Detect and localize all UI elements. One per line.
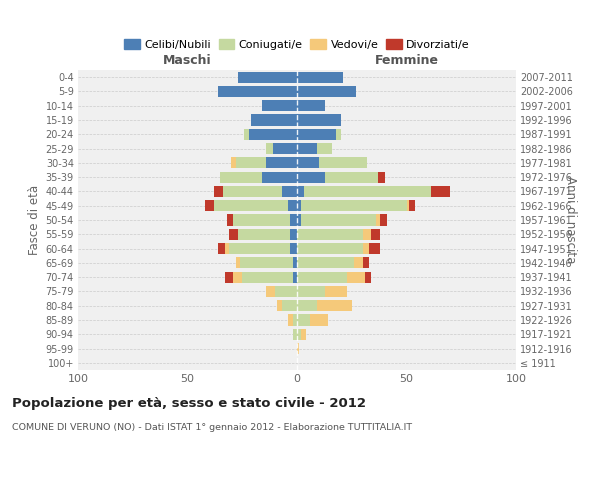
Bar (225, 272, 233, 282)
Bar (297, 343, 299, 354)
Bar (205, 200, 214, 211)
Bar (304, 186, 431, 197)
Bar (297, 214, 301, 226)
Bar (431, 186, 451, 197)
Bar (380, 214, 387, 226)
Bar (266, 143, 273, 154)
Bar (297, 100, 325, 112)
Bar (225, 243, 229, 254)
Bar (325, 172, 378, 182)
Text: Popolazione per età, sesso e stato civile - 2012: Popolazione per età, sesso e stato civil… (12, 398, 366, 410)
Bar (297, 72, 343, 83)
Text: COMUNE DI VERUNO (NO) - Dati ISTAT 1° gennaio 2012 - Elaborazione TUTTITALIA.IT: COMUNE DI VERUNO (NO) - Dati ISTAT 1° ge… (12, 422, 412, 432)
Bar (229, 243, 290, 254)
Bar (319, 158, 367, 168)
Bar (371, 228, 380, 240)
Bar (238, 228, 290, 240)
Bar (297, 272, 347, 282)
Bar (310, 314, 328, 326)
Bar (223, 186, 281, 197)
Bar (297, 143, 317, 154)
Bar (218, 243, 225, 254)
Bar (297, 243, 363, 254)
Bar (288, 314, 293, 326)
Bar (297, 258, 354, 268)
Bar (273, 143, 297, 154)
Bar (325, 286, 347, 297)
Bar (266, 286, 275, 297)
Bar (249, 128, 297, 140)
Bar (337, 128, 341, 140)
Bar (262, 172, 297, 182)
Bar (297, 328, 301, 340)
Bar (363, 258, 369, 268)
Bar (297, 186, 304, 197)
Bar (277, 300, 281, 312)
Bar (288, 200, 297, 211)
Bar (363, 243, 369, 254)
Bar (233, 214, 290, 226)
Bar (218, 86, 297, 97)
Bar (293, 328, 297, 340)
Bar (297, 172, 325, 182)
Y-axis label: Fasce di età: Fasce di età (28, 185, 41, 255)
Bar (251, 114, 297, 126)
Bar (297, 286, 325, 297)
Bar (281, 300, 297, 312)
Bar (281, 186, 297, 197)
Bar (290, 228, 297, 240)
Bar (297, 314, 310, 326)
Bar (214, 200, 288, 211)
Bar (244, 128, 249, 140)
Bar (297, 228, 363, 240)
Bar (242, 272, 293, 282)
Bar (275, 286, 297, 297)
Bar (297, 86, 356, 97)
Bar (214, 186, 223, 197)
Text: Maschi: Maschi (163, 54, 212, 67)
Bar (369, 243, 380, 254)
Bar (229, 228, 238, 240)
Bar (233, 272, 242, 282)
Bar (240, 258, 293, 268)
Bar (297, 128, 337, 140)
Bar (227, 214, 233, 226)
Bar (293, 272, 297, 282)
Bar (301, 328, 306, 340)
Bar (378, 172, 385, 182)
Bar (238, 72, 297, 83)
Bar (354, 258, 363, 268)
Y-axis label: Anni di nascita: Anni di nascita (564, 176, 577, 264)
Bar (409, 200, 415, 211)
Bar (301, 214, 376, 226)
Bar (363, 228, 371, 240)
Bar (297, 158, 319, 168)
Bar (290, 243, 297, 254)
Bar (236, 158, 266, 168)
Bar (293, 258, 297, 268)
Bar (297, 114, 341, 126)
Bar (365, 272, 371, 282)
Bar (347, 272, 365, 282)
Bar (266, 158, 297, 168)
Bar (301, 200, 407, 211)
Bar (317, 143, 332, 154)
Bar (297, 300, 317, 312)
Bar (376, 214, 380, 226)
Bar (407, 200, 409, 211)
Bar (293, 314, 297, 326)
Bar (317, 300, 352, 312)
Bar (297, 200, 301, 211)
Bar (290, 214, 297, 226)
Bar (220, 172, 262, 182)
Bar (232, 158, 236, 168)
Text: Femmine: Femmine (374, 54, 439, 67)
Bar (236, 258, 240, 268)
Bar (262, 100, 297, 112)
Legend: Celibi/Nubili, Coniugati/e, Vedovi/e, Divorziati/e: Celibi/Nubili, Coniugati/e, Vedovi/e, Di… (122, 36, 472, 52)
